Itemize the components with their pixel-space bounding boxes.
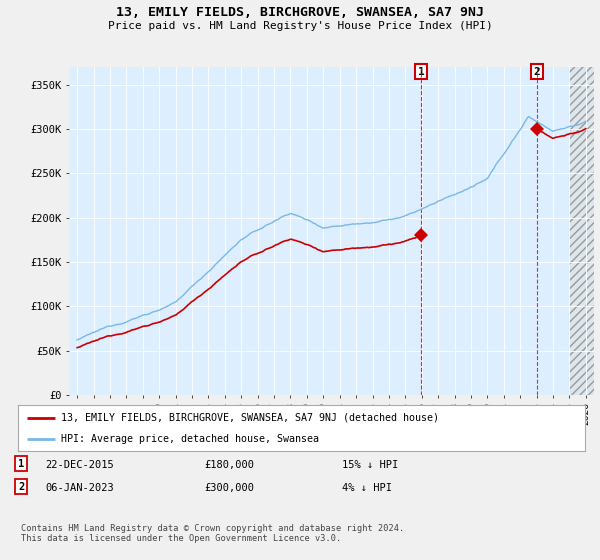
Text: £180,000: £180,000 (204, 460, 254, 470)
Text: 15% ↓ HPI: 15% ↓ HPI (342, 460, 398, 470)
Text: 1: 1 (418, 67, 425, 77)
Text: Price paid vs. HM Land Registry's House Price Index (HPI): Price paid vs. HM Land Registry's House … (107, 21, 493, 31)
Text: 22-DEC-2015: 22-DEC-2015 (45, 460, 114, 470)
Text: 13, EMILY FIELDS, BIRCHGROVE, SWANSEA, SA7 9NJ: 13, EMILY FIELDS, BIRCHGROVE, SWANSEA, S… (116, 6, 484, 18)
Text: 2: 2 (18, 482, 24, 492)
Text: 4% ↓ HPI: 4% ↓ HPI (342, 483, 392, 493)
Text: £300,000: £300,000 (204, 483, 254, 493)
Bar (569, 67, 594, 395)
Bar (569, 67, 594, 395)
Text: Contains HM Land Registry data © Crown copyright and database right 2024.
This d: Contains HM Land Registry data © Crown c… (21, 524, 404, 543)
Text: 13, EMILY FIELDS, BIRCHGROVE, SWANSEA, SA7 9NJ (detached house): 13, EMILY FIELDS, BIRCHGROVE, SWANSEA, S… (61, 413, 439, 423)
Text: 1: 1 (18, 459, 24, 469)
Text: HPI: Average price, detached house, Swansea: HPI: Average price, detached house, Swan… (61, 435, 319, 444)
Text: 06-JAN-2023: 06-JAN-2023 (45, 483, 114, 493)
Text: 2: 2 (533, 67, 540, 77)
